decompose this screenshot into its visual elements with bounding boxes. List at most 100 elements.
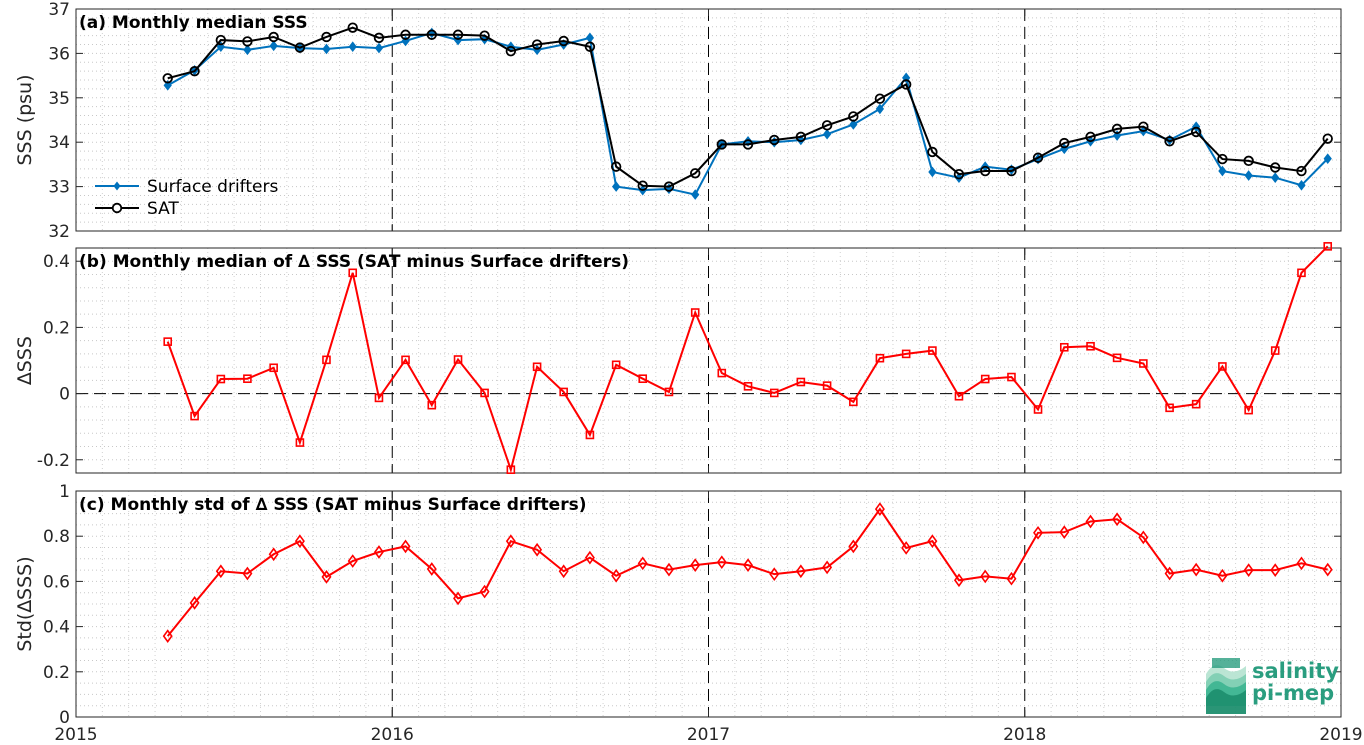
data-point	[822, 381, 832, 390]
data-point	[743, 558, 754, 572]
data-point	[638, 374, 648, 383]
data-point	[691, 189, 700, 200]
data-point	[848, 111, 859, 122]
data-point	[532, 542, 543, 557]
data-point	[242, 566, 253, 581]
data-point	[875, 103, 885, 115]
data-point	[769, 567, 780, 582]
data-point	[585, 32, 595, 44]
data-point	[875, 353, 885, 363]
data-point	[163, 337, 173, 346]
data-point	[189, 65, 200, 77]
y-tick-label: 34	[48, 133, 70, 153]
data-point	[1323, 242, 1333, 251]
data-point	[928, 166, 937, 178]
data-point	[769, 134, 780, 146]
x-grid	[101, 248, 1316, 473]
data-point	[1190, 126, 1202, 138]
data-point	[479, 30, 490, 41]
data-point	[1112, 353, 1122, 363]
salinity-pimep-logo: salinity pi-mep	[1206, 658, 1339, 714]
data-point	[743, 382, 753, 391]
y-tick-label: 0.8	[43, 527, 70, 547]
data-point	[821, 120, 833, 131]
data-point	[611, 568, 622, 583]
data-point	[848, 539, 859, 554]
x-axis-ticks: 2015 2016 2017 2018 2019	[54, 725, 1362, 745]
data-point	[1059, 137, 1070, 149]
data-point	[401, 355, 410, 365]
data-point	[1032, 152, 1044, 163]
data-point	[294, 534, 305, 549]
data-point	[162, 73, 173, 84]
data-point	[1006, 165, 1017, 177]
y-tick-label: 37	[48, 0, 70, 20]
data-point	[452, 29, 464, 40]
data-point	[953, 168, 965, 180]
data-point	[769, 388, 779, 398]
data-point	[795, 131, 807, 143]
data-point	[505, 45, 517, 57]
data-point	[637, 556, 648, 571]
data-point	[268, 547, 279, 562]
y-tick-label: 35	[48, 89, 70, 109]
data-point	[559, 387, 568, 397]
data-point	[663, 562, 674, 577]
data-point	[584, 550, 595, 565]
data-point	[1006, 571, 1017, 586]
x-tick-label: 2018	[1003, 725, 1046, 745]
data-point	[506, 465, 516, 474]
data-point	[1086, 341, 1095, 351]
y-tick-label: 0.2	[43, 318, 70, 338]
data-point	[690, 168, 701, 179]
data-point	[1033, 525, 1044, 540]
series-line	[166, 245, 1329, 474]
data-point	[243, 374, 252, 383]
y-tick-label: 36	[48, 44, 70, 64]
data-point	[690, 308, 700, 317]
data-point	[1217, 153, 1228, 165]
data-point	[242, 36, 253, 47]
data-point	[348, 268, 358, 278]
x-tick-label: 2019	[1319, 725, 1362, 745]
series-delta-1	[163, 242, 1333, 474]
data-point	[612, 181, 621, 192]
y-axis-label: SSS (psu)	[14, 74, 36, 165]
panel-title: (b) Monthly median of ∆ SSS (SAT minus S…	[79, 252, 629, 272]
data-point	[374, 393, 384, 403]
data-point	[374, 42, 384, 54]
x-grid	[101, 9, 1316, 231]
x-tick-label: 2016	[371, 725, 414, 745]
data-point	[874, 93, 886, 104]
data-point	[1191, 399, 1201, 409]
data-point	[373, 32, 385, 44]
data-point	[322, 43, 331, 55]
data-point	[1244, 405, 1253, 415]
data-point	[269, 40, 278, 52]
data-point	[1271, 172, 1280, 184]
data-point	[426, 562, 437, 576]
data-point	[558, 564, 569, 579]
panel-title: (c) Monthly std of ∆ SSS (SAT minus Surf…	[79, 495, 586, 515]
data-point	[1296, 556, 1307, 571]
series-delta-2	[162, 502, 1333, 643]
panel-c: 0 0.2 0.4 0.6 0.8 1 Std(∆SSS) (c) Monthly std o…	[14, 482, 1342, 728]
data-point	[1270, 563, 1281, 577]
data-point	[1243, 563, 1254, 577]
data-point	[901, 541, 912, 555]
logo-block	[1212, 658, 1240, 668]
data-point	[453, 591, 464, 606]
x-tick-label: 2017	[687, 725, 730, 745]
data-point	[1059, 525, 1070, 539]
series-line	[167, 26, 1329, 188]
data-point	[189, 596, 200, 610]
y-tick-label: 0.4	[43, 618, 70, 638]
data-point	[480, 388, 489, 398]
data-point	[1297, 179, 1306, 191]
legend-marker	[113, 181, 121, 191]
logo-text-line1: salinity	[1252, 659, 1339, 683]
series-sat	[162, 22, 1333, 192]
data-point	[822, 128, 832, 140]
